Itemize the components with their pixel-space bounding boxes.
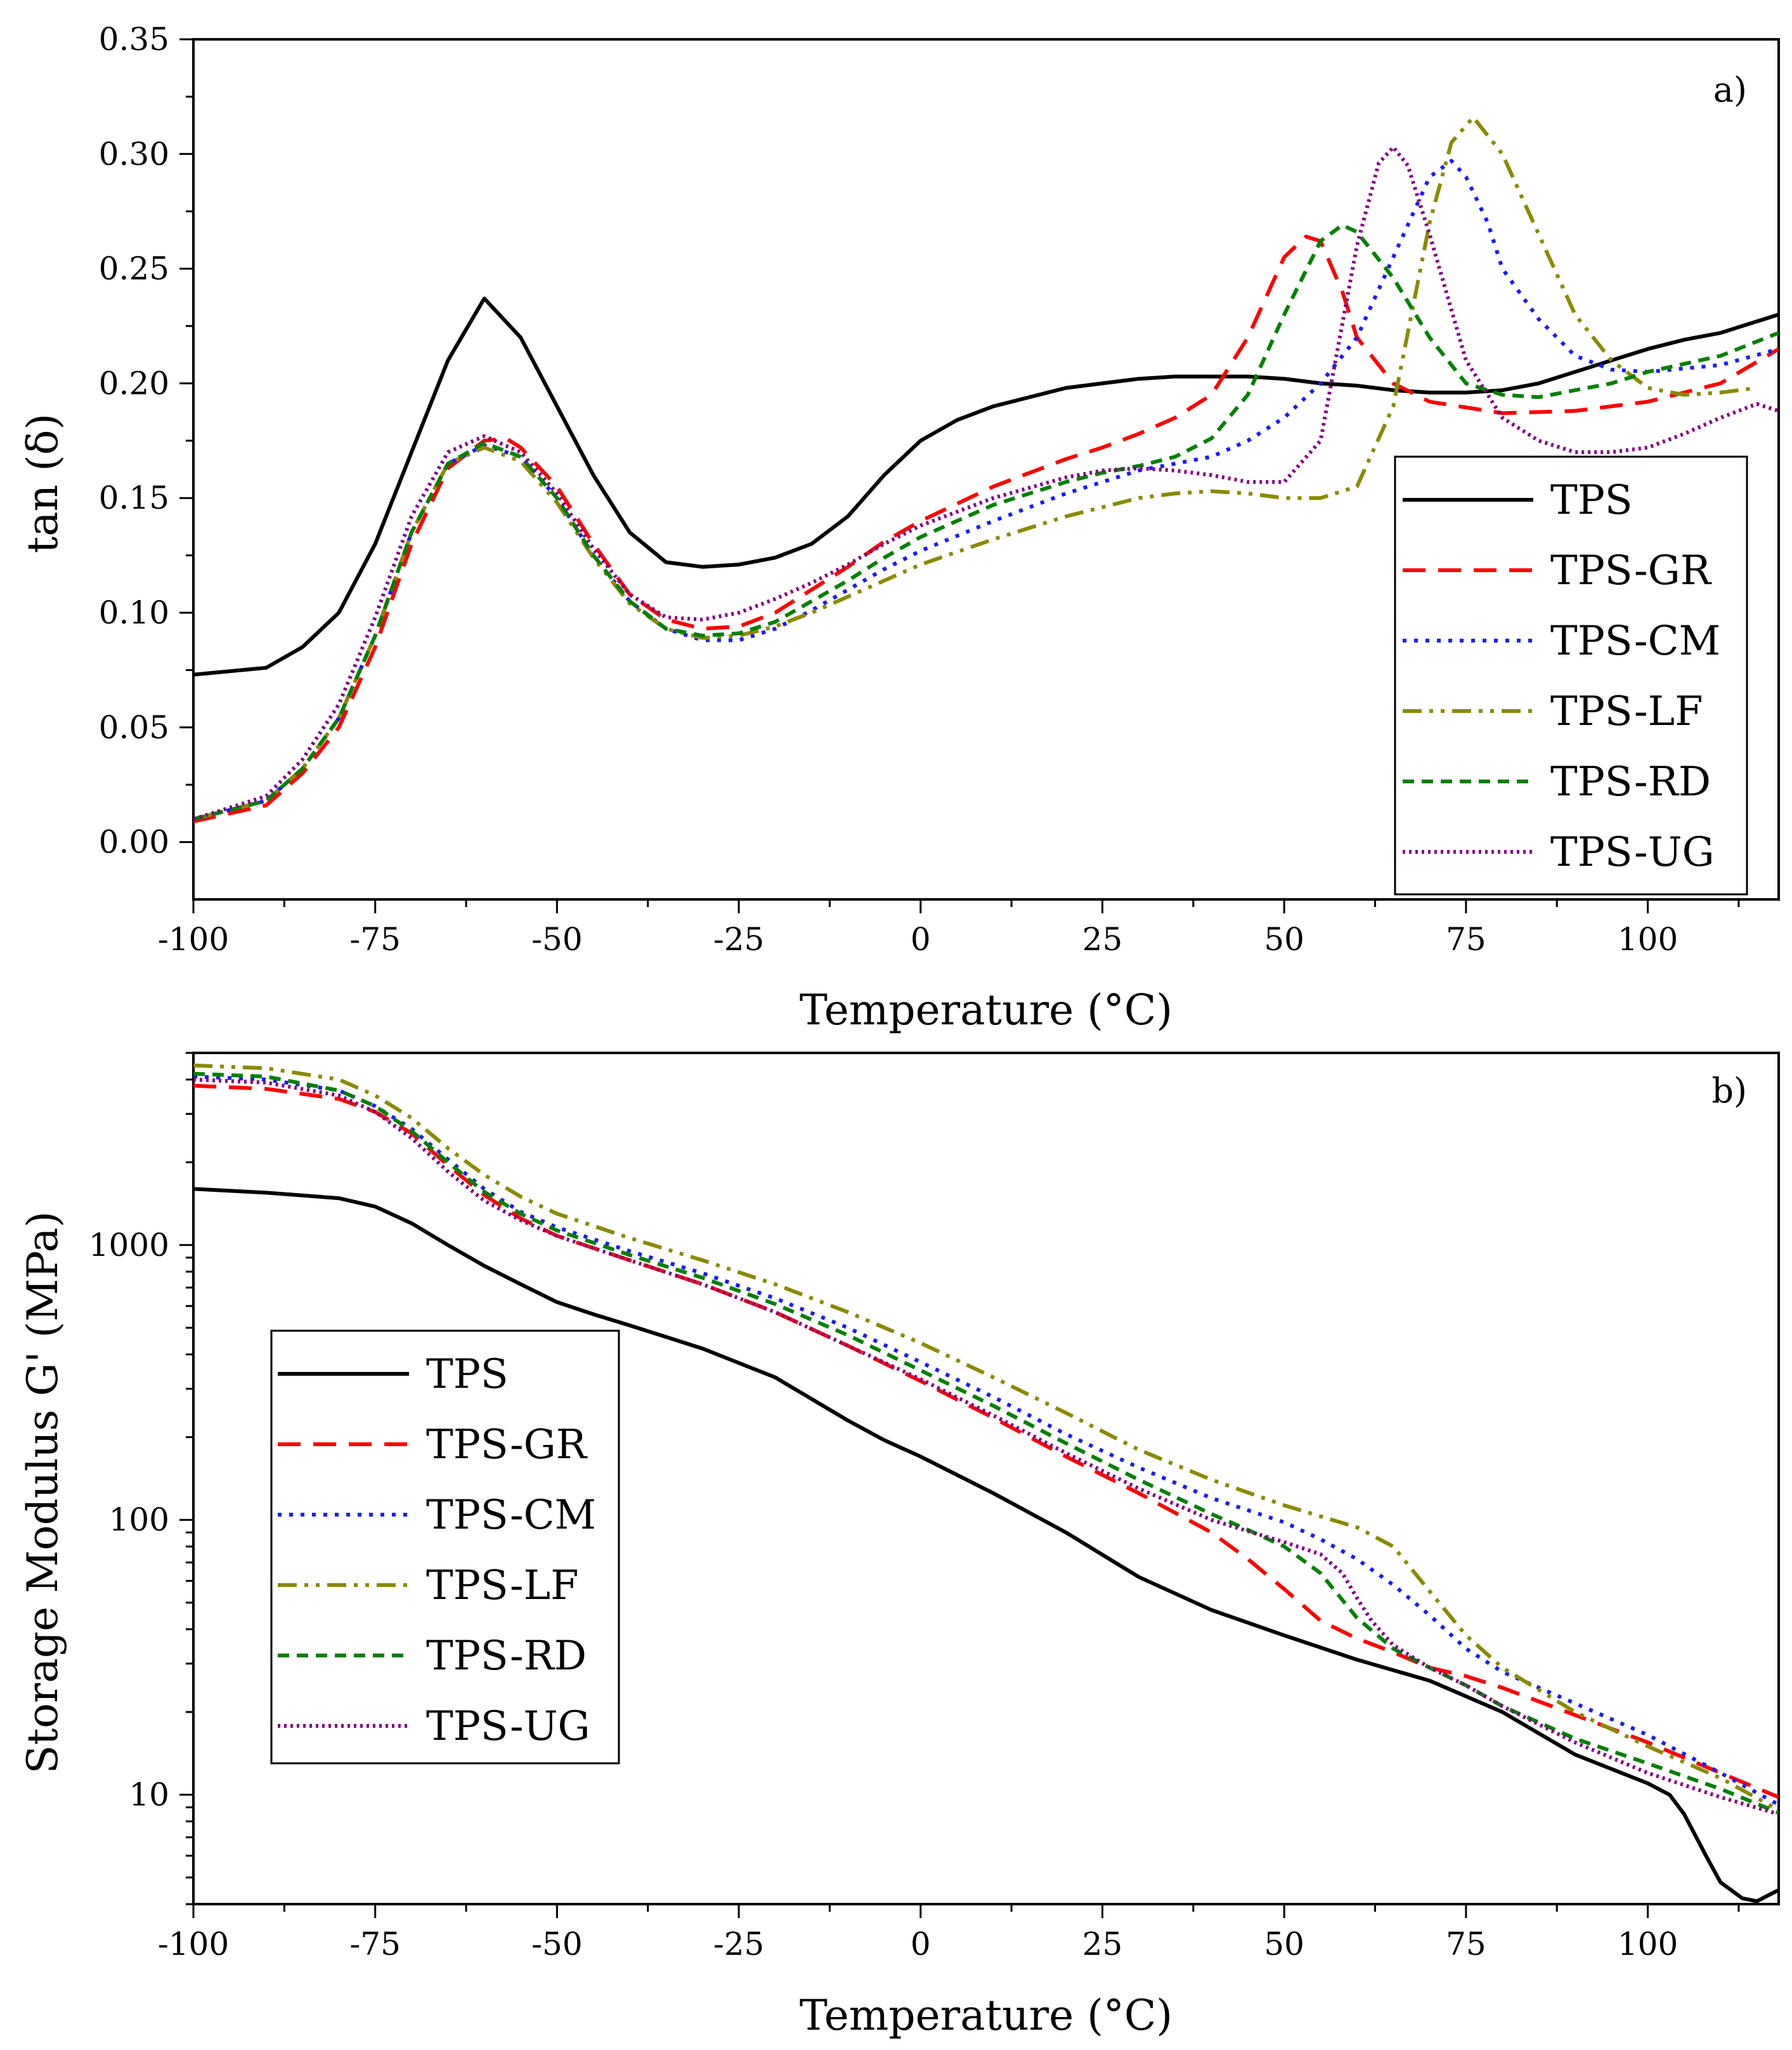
chart-a-panel-label: a): [1713, 70, 1747, 110]
chart-a-series: [193, 115, 1779, 824]
chart-a-series-tps-rd: [193, 223, 1779, 821]
chart-a-series-tps: [193, 296, 1779, 677]
chart-a-x-tick-label: 50: [1264, 921, 1304, 958]
chart-b-series: [193, 1063, 1779, 1903]
chart-a-y-tick-label: 0.25: [99, 251, 169, 287]
chart-a-x-tick-label: 25: [1082, 921, 1123, 958]
chart-b-x-tick-label: 25: [1082, 1926, 1123, 1962]
chart-b-x-tick-label: -50: [531, 1926, 583, 1962]
chart-b-series-tps-gr: [193, 1083, 1779, 1799]
chart-b-legend-label-tps-gr: TPS-GR: [426, 1421, 588, 1468]
chart-a-legend-label-tps-gr: TPS-GR: [1550, 547, 1712, 594]
chart-a-series-tps-gr: [193, 235, 1779, 824]
chart-a-y-tick-label: 0.00: [99, 824, 169, 861]
chart-a-y-axis-title: tan (δ): [18, 414, 67, 554]
chart-b-legend-label-tps-ug: TPS-UG: [426, 1703, 590, 1750]
chart-a-y-tick-label: 0.10: [99, 594, 169, 631]
chart-b-x-tick-label: -100: [158, 1926, 229, 1962]
chart-b-series-tps-ug: [193, 1078, 1779, 1816]
chart-a-x-tick-label: 0: [911, 921, 931, 958]
chart-a-series-tps-lf: [193, 115, 1757, 821]
chart-a-x-tick-label: 75: [1446, 921, 1486, 958]
chart-b-legend-label-tps: TPS: [426, 1351, 509, 1398]
chart-b-y-tick-label: 10: [129, 1777, 169, 1813]
chart-b: -100 -75 -50 -25 0 25 50 75 100 10 100 1000 b) Temp…: [18, 1052, 1780, 2040]
chart-b-frame: [192, 1052, 1780, 1905]
chart-a-legend-label-tps-rd: TPS-RD: [1550, 759, 1711, 806]
chart-a-x-tick-label: -75: [349, 921, 401, 958]
chart-a-ticks: -100 -75 -50 -25 0 25 50 75 100 0.00 0.05 0.10 0.15 0…: [99, 21, 1740, 958]
chart-a-y-tick-label: 0.35: [99, 21, 169, 58]
chart-a-frame: [192, 38, 1780, 901]
chart-a-y-tick-label: 0.30: [99, 136, 169, 173]
chart-a-x-axis-title: Temperature (°C): [800, 986, 1172, 1035]
chart-a-y-tick-label: 0.20: [99, 365, 169, 402]
chart-b-y-tick-label: 1000: [89, 1227, 169, 1263]
chart-a-y-tick-label: 0.15: [99, 480, 169, 516]
chart-b-ticks: -100 -75 -50 -25 0 25 50 75 100 10 100 1000: [89, 1052, 1740, 1962]
chart-b-legend-box: [270, 1329, 620, 1765]
chart-a-legend-box: [1394, 455, 1748, 896]
chart-b-series-tps-rd: [193, 1071, 1779, 1815]
chart-a-series-tps-cm: [193, 159, 1779, 821]
chart-b-x-tick-label: 100: [1618, 1926, 1678, 1962]
chart-b-legend-label-tps-cm: TPS-CM: [426, 1492, 596, 1539]
chart-b-legend-label-tps-rd: TPS-RD: [426, 1633, 587, 1680]
chart-b-x-tick-label: 75: [1446, 1926, 1486, 1962]
chart-b-x-tick-label: -25: [713, 1926, 765, 1962]
chart-b-x-tick-label: -75: [349, 1926, 401, 1962]
chart-a-x-tick-label: -50: [531, 921, 583, 958]
chart-b-x-tick-label: 0: [911, 1926, 931, 1962]
chart-a-series-tps-ug: [193, 145, 1779, 821]
chart-b-series-tps-lf: [193, 1063, 1779, 1812]
chart-b-legend-label-tps-lf: TPS-LF: [426, 1562, 578, 1609]
chart-a-legend: TPS TPS-GR TPS-CM TPS-LF TPS-RD TPS-UG: [1394, 455, 1748, 896]
chart-b-series-tps: [193, 1187, 1779, 1903]
chart-b-legend: TPS TPS-GR TPS-CM TPS-LF TPS-RD TPS-UG: [270, 1329, 620, 1765]
chart-a-y-tick-label: 0.05: [99, 709, 169, 746]
chart-b-y-axis-title: Storage Modulus G' (MPa): [18, 1211, 67, 1774]
chart-b-x-axis-title: Temperature (°C): [800, 1991, 1172, 2040]
chart-a-x-tick-label: -100: [158, 921, 229, 958]
chart-b-panel-label: b): [1711, 1071, 1747, 1111]
chart-a-legend-label-tps-cm: TPS-CM: [1550, 618, 1720, 665]
chart-a-legend-label-tps: TPS: [1550, 477, 1633, 524]
chart-b-series-tps-cm: [193, 1074, 1779, 1806]
chart-a-x-tick-label: -25: [713, 921, 765, 958]
chart-a: -100 -75 -50 -25 0 25 50 75 100 0.00 0.05 0.10 0.15 0…: [18, 21, 1780, 1035]
chart-b-y-tick-label: 100: [109, 1501, 169, 1538]
chart-b-x-tick-label: 50: [1264, 1926, 1304, 1962]
chart-a-x-tick-label: 100: [1618, 921, 1678, 958]
chart-a-legend-label-tps-lf: TPS-LF: [1550, 688, 1703, 735]
chart-a-legend-label-tps-ug: TPS-UG: [1550, 829, 1715, 876]
